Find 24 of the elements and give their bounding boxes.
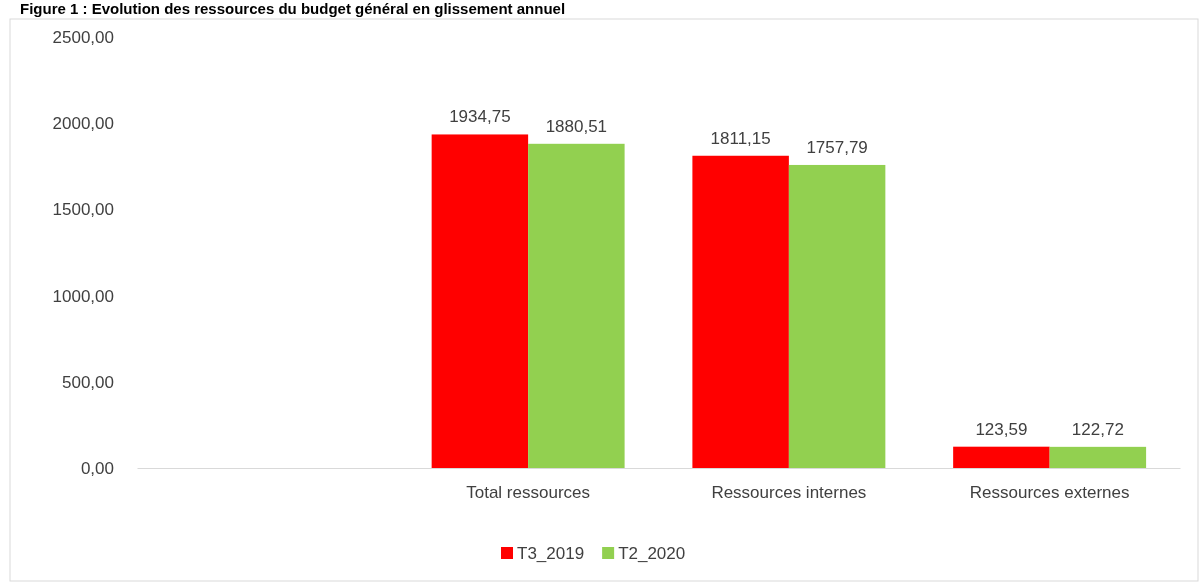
bar (528, 143, 625, 468)
legend-label: T3_2019 (517, 544, 585, 563)
y-tick-label: 500,00 (62, 372, 114, 392)
data-label: 123,59 (975, 419, 1028, 439)
legend-label: T2_2020 (618, 544, 686, 563)
y-tick-label: 1000,00 (52, 286, 114, 306)
x-tick-label: Total ressources (466, 483, 591, 503)
data-label: 1757,79 (806, 137, 868, 157)
y-tick-label: 1500,00 (52, 200, 114, 220)
chart-title: Figure 1 : Evolution des ressources du budget général en glissement annuel (20, 0, 566, 17)
bar (953, 446, 1050, 468)
y-tick-label: 2500,00 (52, 27, 114, 47)
data-label: 1880,51 (545, 116, 608, 136)
x-tick-label: Ressources internes (711, 483, 867, 503)
data-label: 1934,75 (449, 107, 511, 127)
y-tick-label: 0,00 (80, 458, 114, 478)
bar (692, 155, 789, 468)
data-label: 122,72 (1071, 419, 1124, 439)
bar (1049, 446, 1147, 468)
x-tick-label: Ressources externes (969, 483, 1130, 503)
bar (788, 164, 886, 468)
data-label: 1811,15 (710, 128, 771, 148)
bar (431, 134, 529, 468)
y-tick-label: 2000,00 (52, 114, 114, 134)
